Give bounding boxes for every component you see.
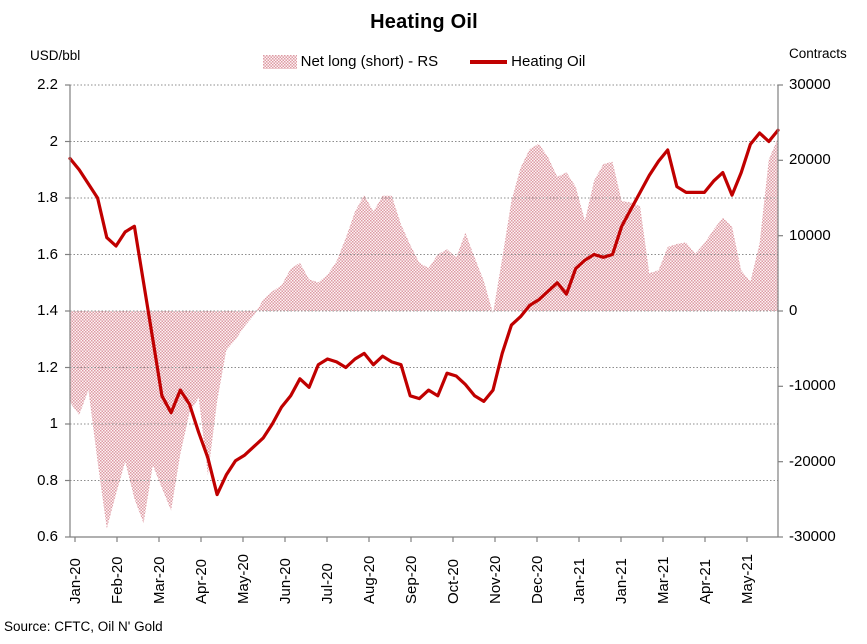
x-axis-tick-label: Jan-21 (613, 558, 630, 604)
x-axis-tick-label: Sep-20 (403, 555, 420, 604)
y-axis-right-tick-label: -30000 (789, 528, 836, 545)
y-axis-right-tick-label: 0 (789, 302, 798, 319)
y-axis-left-tick-label: 1.8 (37, 189, 58, 206)
left-axis-unit-label: USD/bbl (30, 48, 81, 63)
y-axis-left-tick-label: 1.6 (37, 245, 58, 263)
y-axis-left-tick-label: 2 (49, 132, 58, 150)
source-note: Source: CFTC, Oil N' Gold (4, 619, 163, 634)
net-long-area (70, 137, 778, 529)
y-axis-left-tick-label: 1.2 (37, 358, 58, 376)
x-axis-tick-label: Mar-21 (655, 556, 672, 604)
x-axis-tick-label: Oct-20 (445, 558, 462, 604)
line-swatch-icon (470, 59, 508, 64)
x-axis-tick-label: Jul-20 (319, 563, 336, 604)
legend-label-heating-oil: Heating Oil (511, 53, 586, 70)
x-axis-tick-label: May-20 (235, 553, 252, 604)
x-axis-tick-label: Nov-20 (487, 555, 504, 604)
x-axis-tick-label: Feb-20 (109, 556, 126, 604)
x-axis-tick-label: Dec-20 (529, 555, 546, 604)
y-axis-right-tick-label: -20000 (789, 452, 836, 470)
x-axis-tick-label: Apr-20 (193, 558, 210, 604)
y-axis-left-tick-label: 1 (49, 415, 58, 432)
y-axis-right-tick-label: 10000 (789, 226, 831, 244)
area-pattern-swatch-icon (262, 54, 297, 69)
legend: Net long (short) - RS Heating Oil (70, 53, 778, 70)
y-axis-left-tick-label: 0.8 (37, 471, 58, 489)
y-axis-left-tick-label: 1.4 (37, 302, 58, 319)
y-axis-right-tick-label: 30000 (789, 76, 831, 93)
y-axis-left-tick-label: 2.2 (37, 76, 58, 93)
x-axis-tick-label: Apr-21 (697, 558, 714, 604)
legend-item-net-long: Net long (short) - RS (262, 53, 439, 70)
x-axis-tick-label: Jun-20 (277, 558, 294, 604)
chart-canvas (65, 84, 783, 542)
x-axis-tick-label: May-21 (739, 553, 756, 604)
y-axis-right-tick-label: 20000 (789, 151, 831, 169)
right-axis-unit-label: Contracts (789, 46, 847, 61)
x-axis-tick-label: Jan-20 (67, 558, 84, 604)
y-axis-left-tick-label: 0.6 (37, 528, 58, 545)
y-axis-right-tick-label: -10000 (789, 377, 836, 395)
x-axis-tick-label: Jan-21 (571, 558, 588, 604)
x-axis-tick-label: Mar-20 (151, 556, 168, 604)
plot-area (65, 84, 783, 542)
legend-item-heating-oil: Heating Oil (470, 53, 585, 70)
heating-oil-line (68, 128, 780, 497)
x-axis-tick-label: Aug-20 (361, 555, 378, 604)
legend-label-net-long: Net long (short) - RS (300, 53, 439, 70)
chart-title: Heating Oil (370, 11, 478, 33)
